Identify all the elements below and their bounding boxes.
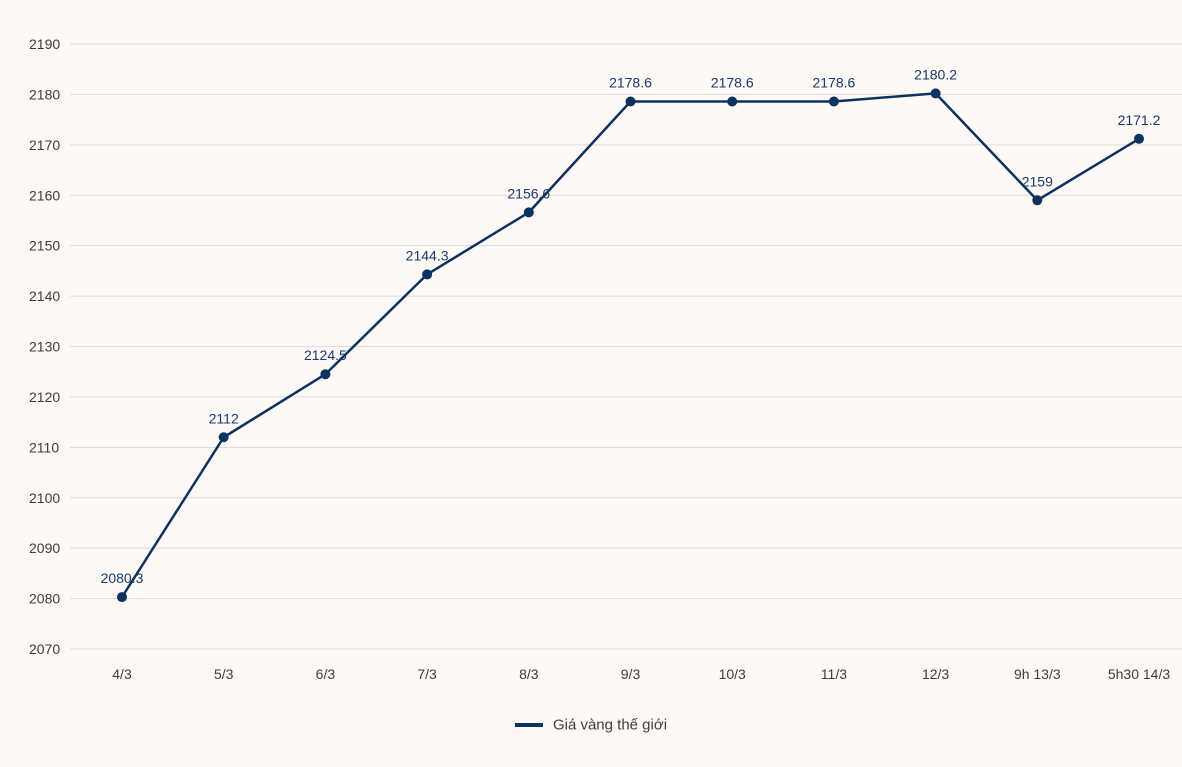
x-tick-label: 4/3 <box>112 666 132 682</box>
data-label: 2124.5 <box>304 347 347 363</box>
data-label: 2180.2 <box>914 66 957 82</box>
x-tick-label: 5h30 14/3 <box>1108 666 1170 682</box>
data-point <box>727 96 738 107</box>
data-label: 2171.2 <box>1118 112 1161 128</box>
data-label: 2178.6 <box>812 74 855 90</box>
y-tick-label: 2110 <box>29 439 59 455</box>
data-point <box>1032 195 1043 206</box>
x-tick-label: 9h 13/3 <box>1014 666 1061 682</box>
y-tick-label: 2090 <box>29 540 60 556</box>
data-label: 2178.6 <box>711 74 754 90</box>
data-label: 2159 <box>1022 173 1053 189</box>
data-label: 2080.3 <box>101 570 144 586</box>
data-point <box>625 96 636 107</box>
legend-swatch <box>514 723 543 728</box>
data-point <box>422 269 433 280</box>
x-tick-label: 7/3 <box>417 666 437 682</box>
x-tick-label: 5/3 <box>214 666 234 682</box>
data-label: 2178.6 <box>609 74 652 90</box>
y-tick-label: 2140 <box>29 288 60 304</box>
legend-label: Giá vàng thế giới <box>552 716 668 734</box>
data-label: 2156.6 <box>507 185 550 201</box>
y-tick-label: 2130 <box>29 339 60 355</box>
data-label: 2144.3 <box>406 247 449 263</box>
data-point <box>320 369 331 380</box>
y-tick-label: 2120 <box>29 389 60 405</box>
x-tick-label: 8/3 <box>519 666 539 682</box>
x-tick-label: 6/3 <box>316 666 336 682</box>
x-tick-label: 9/3 <box>621 666 641 682</box>
data-point <box>523 207 534 218</box>
y-tick-label: 2160 <box>29 187 60 203</box>
y-tick-label: 2150 <box>29 238 60 254</box>
y-tick-label: 2100 <box>29 490 60 506</box>
series-line <box>120 92 1140 598</box>
data-point <box>1134 133 1144 144</box>
data-point <box>930 88 941 99</box>
data-label: 2112 <box>209 410 239 426</box>
y-tick-label: 2190 <box>29 36 60 52</box>
x-tick-label: 12/3 <box>922 666 949 682</box>
y-tick-label: 2170 <box>29 137 60 153</box>
y-tick-label: 2070 <box>29 641 60 657</box>
legend: Giá vàng thế giới <box>0 716 1182 734</box>
y-tick-label: 2180 <box>29 86 60 102</box>
y-tick-label: 2080 <box>29 591 60 607</box>
data-point <box>117 592 127 603</box>
x-tick-label: 11/3 <box>821 666 847 682</box>
data-point <box>218 432 229 443</box>
data-point <box>828 96 839 107</box>
x-tick-label: 10/3 <box>719 666 746 682</box>
